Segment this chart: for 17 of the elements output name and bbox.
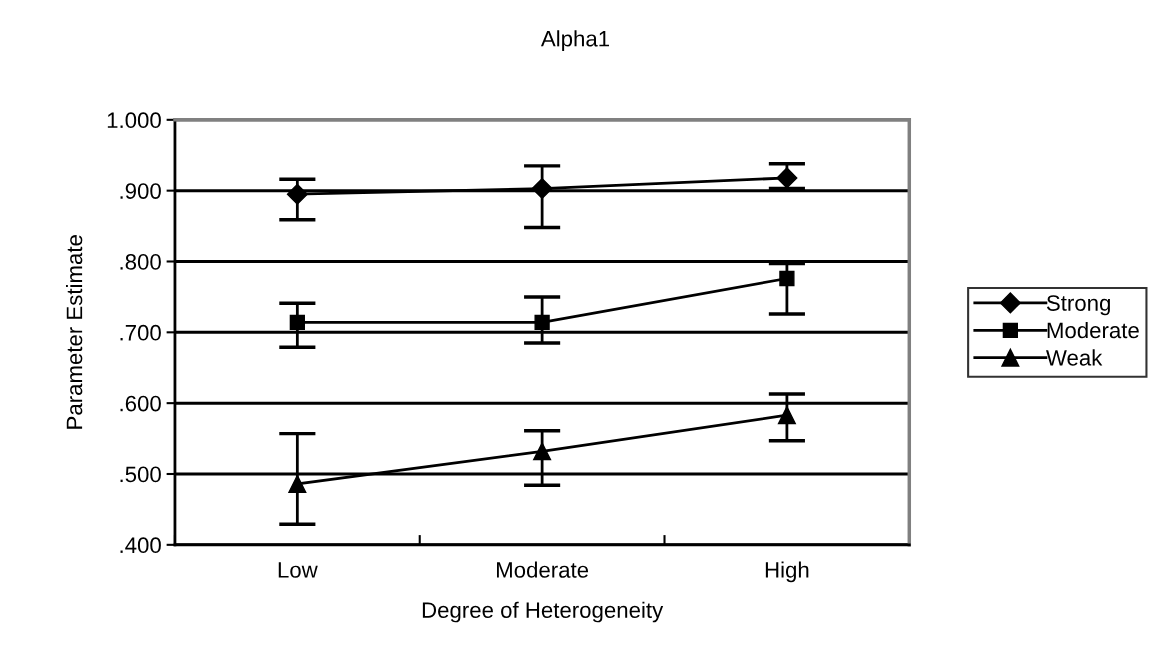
x-tick-label: High — [765, 561, 809, 583]
legend-label: Strong — [1046, 295, 1110, 316]
x-tick-label: Moderate — [497, 561, 589, 578]
chart-title: Alpha1 — [540, 30, 610, 51]
y-axis-title: Parameter Estimate — [65, 235, 83, 429]
y-tick-label: .900 — [120, 183, 161, 199]
y-tick-label: .800 — [120, 254, 161, 270]
legend-label: Moderate — [1047, 321, 1139, 339]
y-tick-label: 1.000 — [107, 112, 161, 129]
point — [779, 270, 795, 287]
y-tick-label: .600 — [120, 395, 161, 412]
y-tick-label: .400 — [120, 537, 161, 554]
y-tick-label: .700 — [120, 324, 161, 341]
legend-label: Weak — [1046, 349, 1103, 366]
x-tick-label: Low — [278, 562, 318, 578]
y-tick-label: .500 — [120, 466, 161, 483]
x-axis-title: Degree of Heterogeneity — [422, 601, 664, 623]
